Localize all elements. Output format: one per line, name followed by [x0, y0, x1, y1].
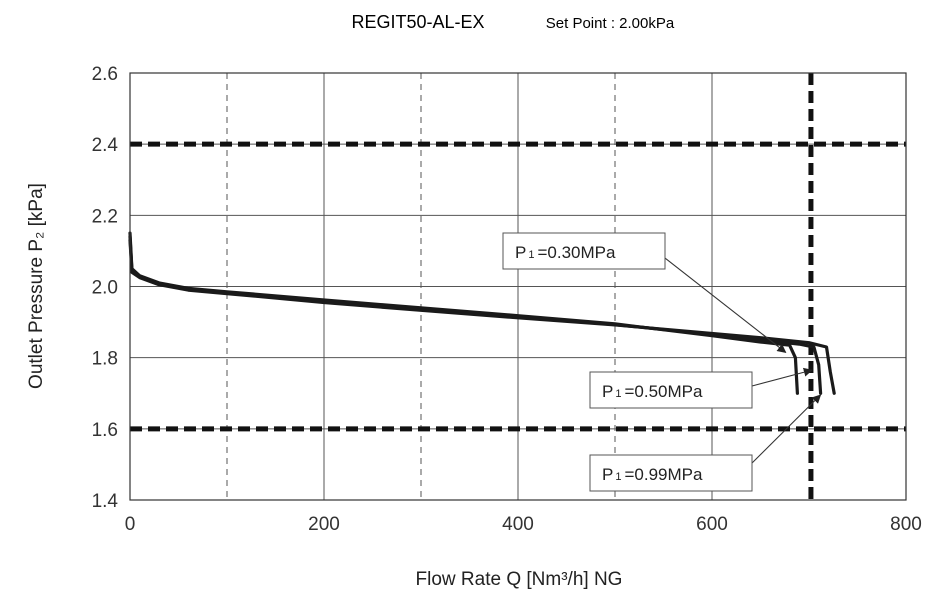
- callout-label: P 1 =0.30MPa: [515, 243, 616, 262]
- y-tick-label: 2.4: [92, 135, 119, 156]
- callout-box: [502, 232, 666, 270]
- callout-label: P 1 =0.50MPa: [602, 382, 703, 401]
- callout-box: [589, 454, 753, 492]
- x-tick-label: 800: [890, 514, 922, 535]
- series-line-3: [128, 238, 836, 395]
- y-tick-label: 1.8: [92, 349, 118, 370]
- callout-arrow: [751, 367, 813, 387]
- tick-labels: 0 200 400 600 800 1.4 1.6 1.8 2.0 2.2 2.4 2.6: [92, 64, 922, 535]
- x-tick-label: 0: [125, 514, 136, 535]
- x-tick-label: 400: [502, 514, 534, 535]
- callout-arrow: [744, 394, 822, 471]
- y-axis-label: Outlet Pressure P₂ [kPa]: [26, 183, 47, 389]
- y-tick-label: 2.2: [92, 206, 118, 227]
- limit-lines: [130, 73, 906, 500]
- y-tick-label: 2.6: [92, 64, 118, 85]
- chart-subtitle: Set Point : 2.00kPa: [546, 15, 675, 32]
- plot-area-frame: [129, 72, 907, 501]
- annotations: P 1 =0.30MPa P 1 =0.50MPa P 1 =0.99MPa: [502, 232, 822, 492]
- y-tick-label: 1.6: [92, 420, 118, 441]
- x-axis-label: Flow Rate Q [Nm³/h] NG: [416, 569, 623, 590]
- y-tick-label: 2.0: [92, 278, 118, 299]
- callout-label: P 1 =0.99MPa: [602, 465, 703, 484]
- series-lines: [128, 231, 836, 395]
- x-tick-label: 200: [308, 514, 340, 535]
- x-tick-label: 600: [696, 514, 728, 535]
- chart-title: REGIT50-AL-EX: [351, 12, 484, 32]
- grid: [129, 72, 907, 501]
- y-tick-label: 1.4: [92, 491, 119, 512]
- callout-arrow: [655, 250, 787, 353]
- callout-box: [589, 371, 753, 409]
